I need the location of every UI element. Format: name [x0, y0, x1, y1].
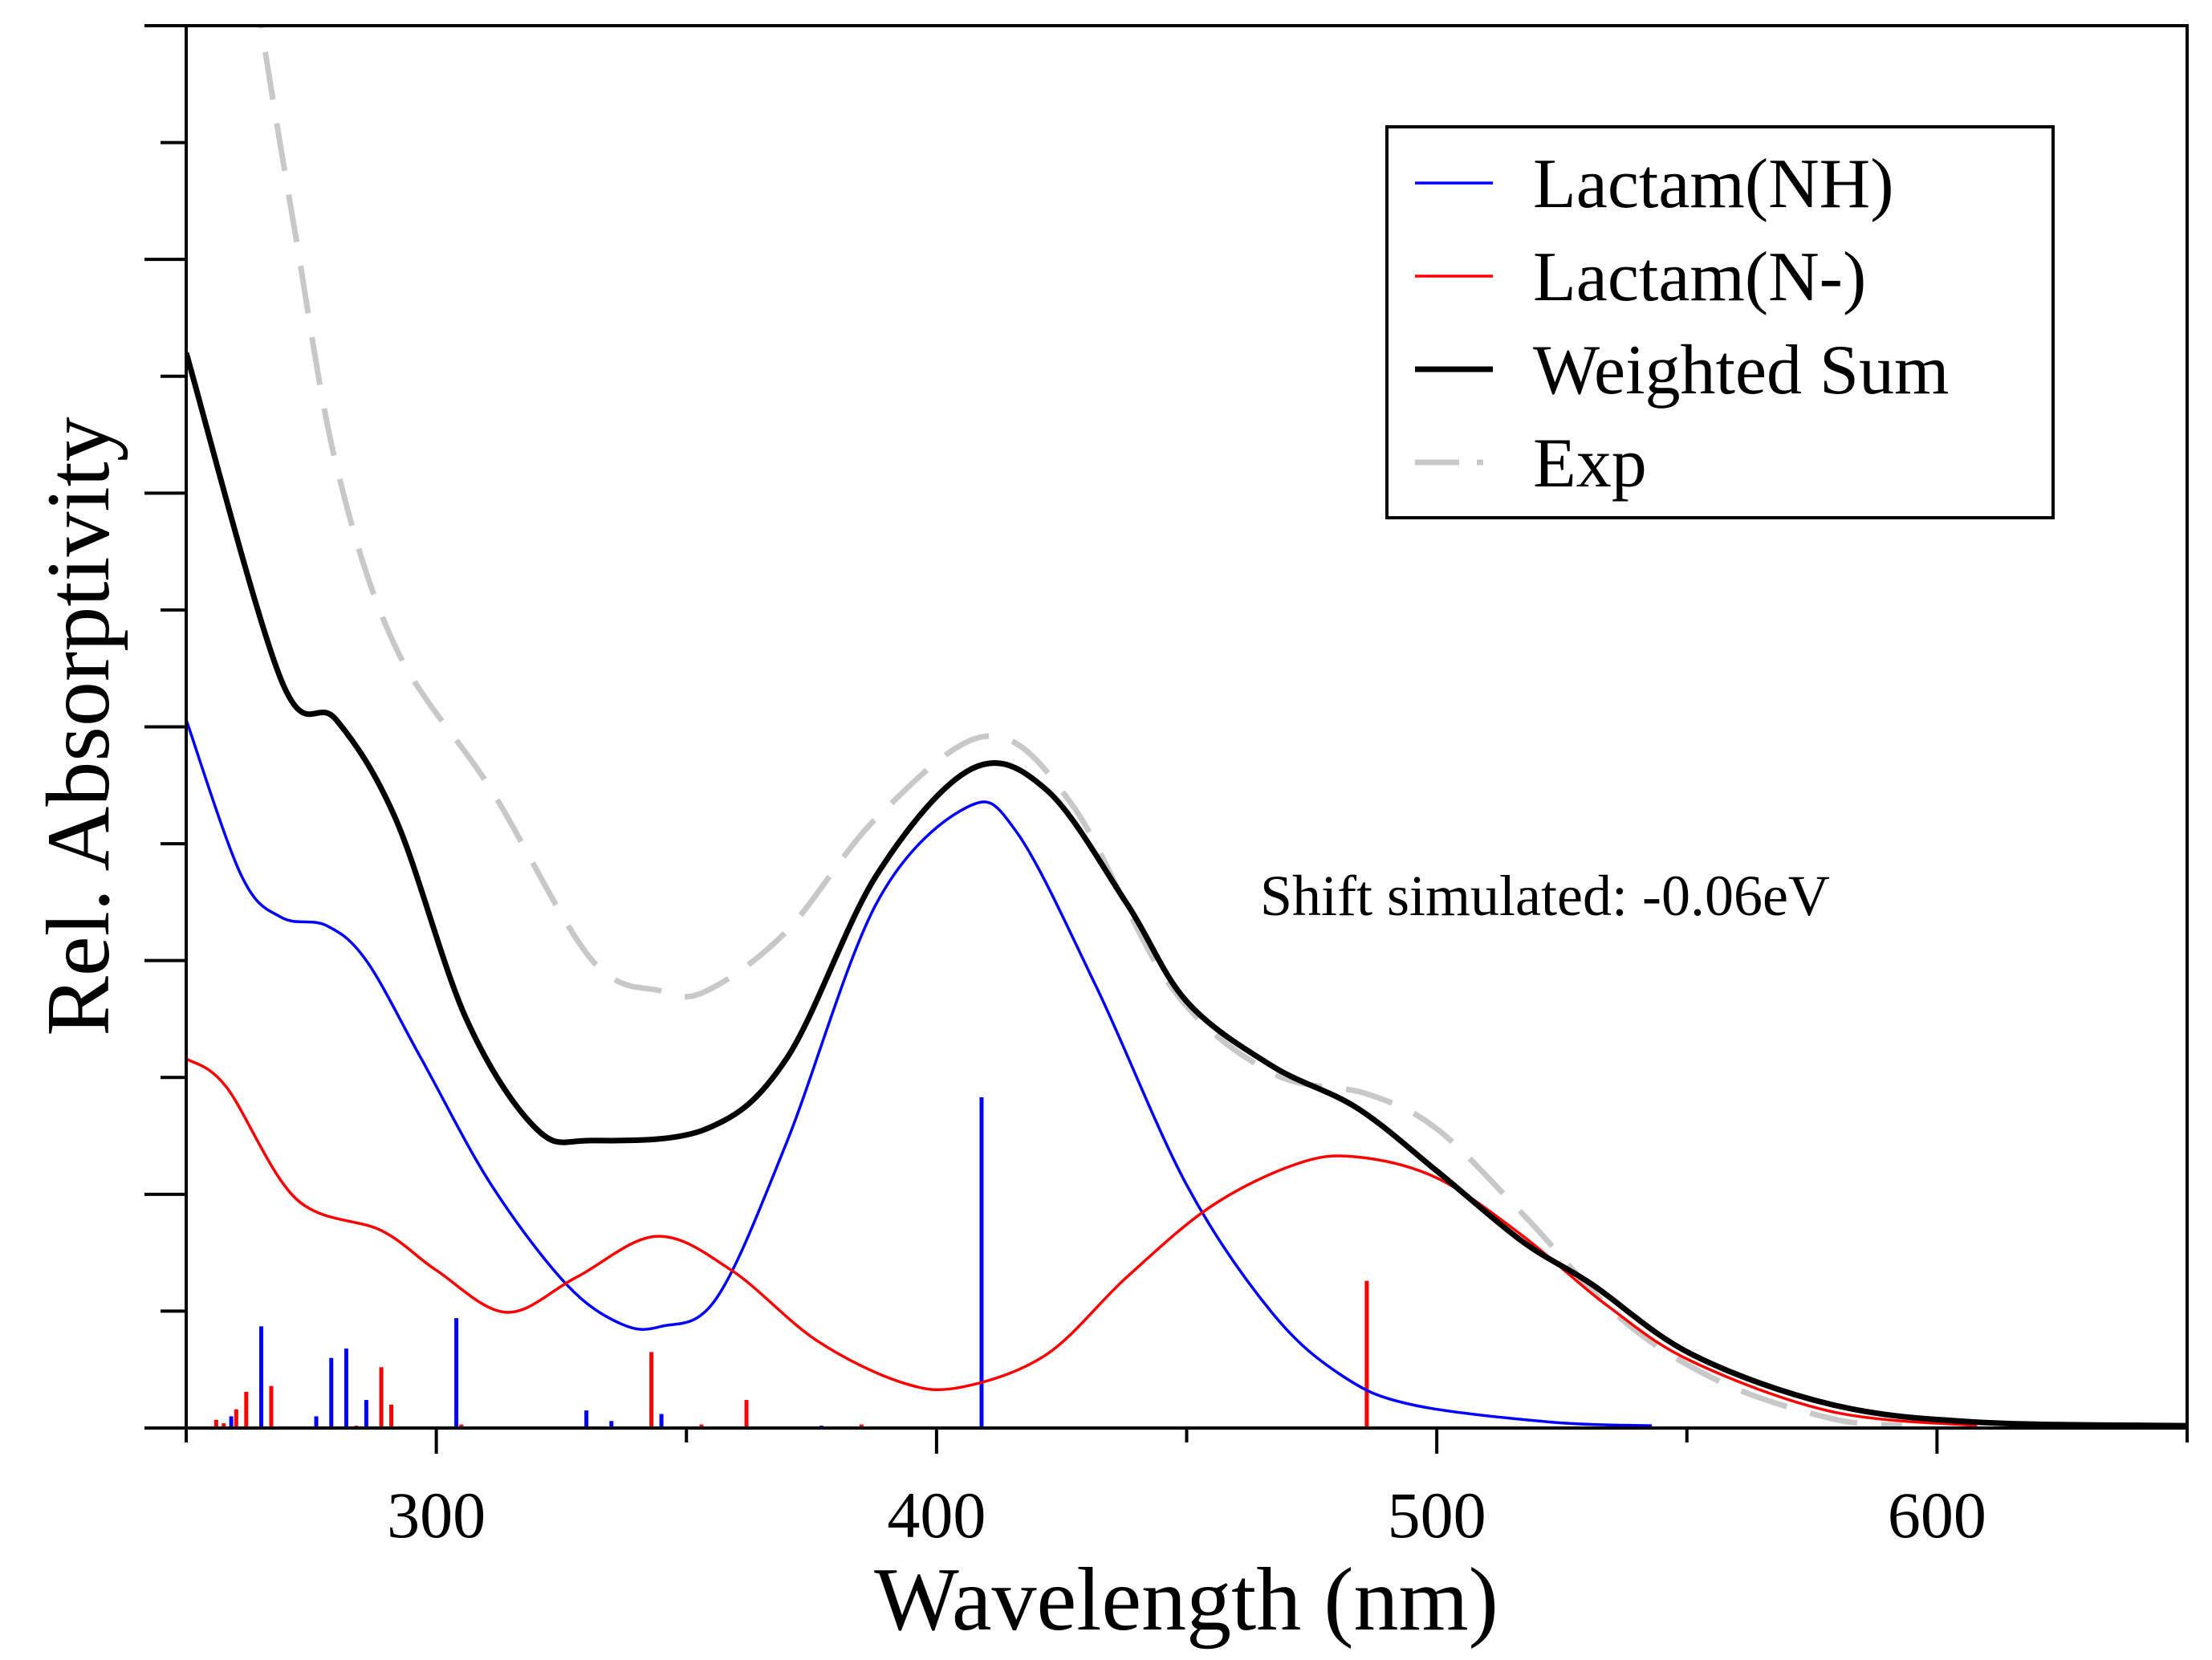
legend-label: Exp: [1533, 425, 1647, 502]
x-tick-label: 300: [387, 1479, 486, 1552]
legend-label: Lactam(N-): [1533, 238, 1866, 316]
legend-label: Weighted Sum: [1533, 332, 1949, 409]
x-tick-label: 400: [887, 1479, 986, 1552]
legend: Lactam(NH) Lactam(N-) Weighted Sum Exp: [1385, 125, 2055, 519]
shift-annotation: Shift simulated: -0.06eV: [1260, 864, 1830, 928]
series-line-lactam-n: [186, 1057, 1978, 1427]
x-tick-label: 600: [1888, 1479, 1986, 1552]
series-line-weighted-sum: [186, 352, 2187, 1428]
series-line-exp: [258, 26, 1903, 1428]
y-axis-ticks: [144, 24, 186, 1430]
series-line-lactam-nh: [186, 719, 1653, 1427]
legend-label: Lactam(NH): [1533, 145, 1894, 223]
x-tick-labels: 300 400 500 600: [387, 1479, 1986, 1552]
legend-box: [1385, 125, 2055, 519]
spectrum-curves: [186, 26, 2187, 1428]
transition-sticks: [213, 1096, 1369, 1428]
x-axis-ticks: [185, 1428, 2189, 1454]
x-axis-label: Wavelength (nm): [874, 1550, 1498, 1650]
y-axis-label: Rel. Absorptivity: [29, 417, 128, 1036]
x-tick-label: 500: [1388, 1479, 1486, 1552]
